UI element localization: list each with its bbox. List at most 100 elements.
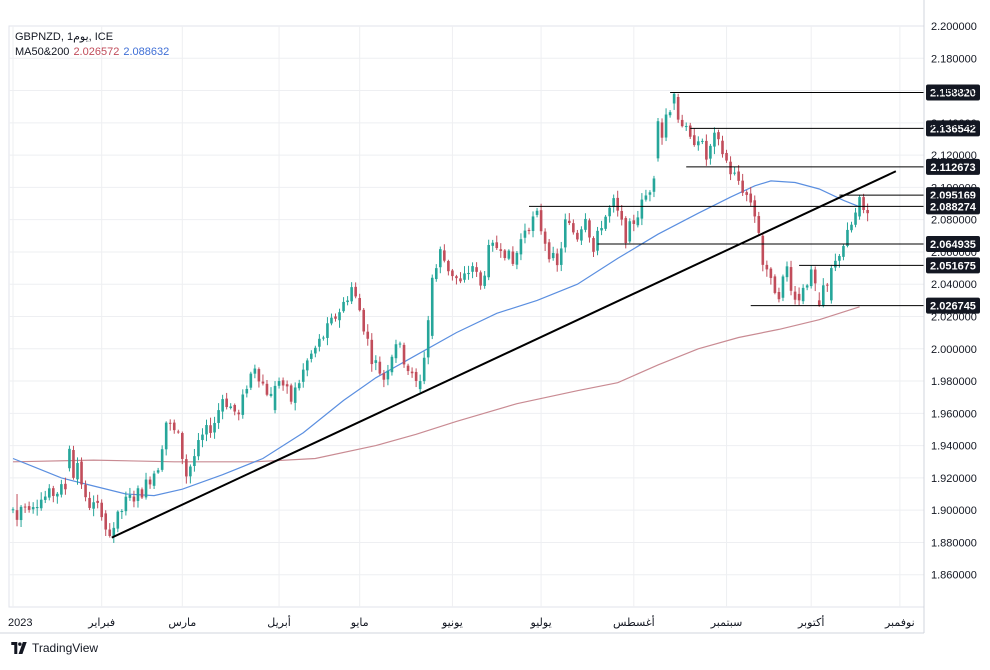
y-tick-label: 1.900000 (931, 505, 977, 517)
candle (47, 484, 51, 501)
candle (370, 333, 374, 372)
candle (515, 250, 519, 270)
candle (660, 118, 664, 145)
candle-body (253, 368, 257, 374)
candle (826, 282, 829, 292)
ma-legend-row[interactable]: MA50&200 2.026572 2.088632 (15, 45, 169, 60)
candle-body (838, 255, 841, 261)
candle (185, 454, 188, 484)
level-line[interactable]: 2.026745 (750, 297, 980, 314)
candle-body (277, 381, 281, 386)
candle (459, 272, 462, 284)
levels-layer[interactable]: 2.1588202.1365422.1126732.0951692.088274… (529, 84, 980, 314)
level-line[interactable]: 2.136542 (690, 120, 980, 137)
y-tick-label: 2.160000 (931, 86, 977, 98)
candle-body (144, 479, 148, 498)
candle (23, 503, 27, 513)
candle-body (805, 285, 809, 288)
candle (539, 203, 543, 235)
candle-body (479, 272, 482, 286)
candle-body (862, 197, 865, 210)
candle (31, 502, 35, 514)
candle-body (455, 276, 458, 279)
axes-layer: 2.200000 2.180000 2.160000 2.140000 2.120000… (0, 0, 977, 634)
candle-body (789, 267, 793, 291)
candle (612, 194, 615, 213)
candle (84, 480, 87, 502)
candle (697, 136, 700, 151)
candle (422, 351, 426, 385)
level-tag (926, 158, 980, 175)
candle-body (104, 513, 108, 530)
ma200-layer (12, 306, 860, 463)
candle (152, 470, 156, 490)
brand-footer[interactable]: TradingView (10, 641, 98, 655)
candle (68, 445, 71, 472)
x-tick-label: مايو (350, 617, 369, 629)
candle (342, 297, 345, 313)
candle (168, 419, 172, 431)
candle (749, 186, 753, 207)
candle (229, 403, 232, 410)
candle-body (229, 406, 232, 409)
candle-body (88, 497, 91, 508)
candle (160, 445, 164, 472)
candle-body (854, 212, 857, 225)
level-line[interactable]: 2.088274 (529, 198, 980, 215)
y-tick-label: 1.960000 (931, 408, 977, 420)
candle-body (305, 360, 309, 371)
candle-body (241, 394, 245, 415)
level-tag (926, 257, 980, 274)
candle (96, 494, 99, 509)
candle (15, 494, 19, 527)
support-trendline[interactable] (111, 170, 897, 539)
candle-body (660, 122, 664, 138)
candle-body (358, 298, 361, 311)
candle (463, 266, 466, 283)
candle-body (471, 266, 474, 272)
candle (148, 476, 152, 489)
candle-body (511, 251, 515, 264)
ma200-value: 2.088632 (123, 46, 170, 58)
x-tick-label: يونيو (441, 617, 463, 629)
level-tag-label: 2.112673 (930, 162, 975, 174)
candle-body (515, 252, 519, 265)
candle-body (519, 239, 523, 255)
candle (523, 223, 527, 244)
candle (479, 270, 482, 290)
candle-body (181, 433, 184, 459)
candle-body (684, 126, 688, 128)
candle (709, 143, 712, 165)
candle-body (27, 506, 31, 510)
level-line[interactable]: 2.158820 (670, 84, 980, 101)
candle (846, 222, 849, 248)
candle-body (225, 398, 228, 408)
candle (624, 216, 628, 249)
candle-body (850, 224, 853, 231)
candle (390, 354, 394, 376)
candle-body (745, 192, 748, 195)
candle (455, 274, 458, 285)
candle-body (273, 385, 277, 411)
level-line[interactable]: 2.051675 (799, 257, 980, 274)
candle (854, 207, 857, 228)
candle (273, 381, 277, 414)
candle-body (447, 261, 450, 272)
candle (777, 287, 781, 303)
candle (813, 266, 817, 292)
candle-body (362, 309, 366, 332)
candle-body (821, 285, 825, 306)
candle-body (84, 484, 87, 498)
candle-body (47, 488, 51, 498)
trendline-layer[interactable] (111, 170, 897, 539)
candle-body (245, 388, 249, 394)
y-tick-label: 2.020000 (931, 312, 977, 324)
candle (511, 246, 515, 266)
level-line[interactable]: 2.064935 (597, 235, 980, 252)
level-line[interactable]: 2.112673 (686, 158, 980, 175)
symbol-line[interactable]: GBPNZD, 1يوم, ICE (15, 31, 114, 43)
candle-body (35, 507, 39, 509)
candle-body (100, 502, 103, 518)
